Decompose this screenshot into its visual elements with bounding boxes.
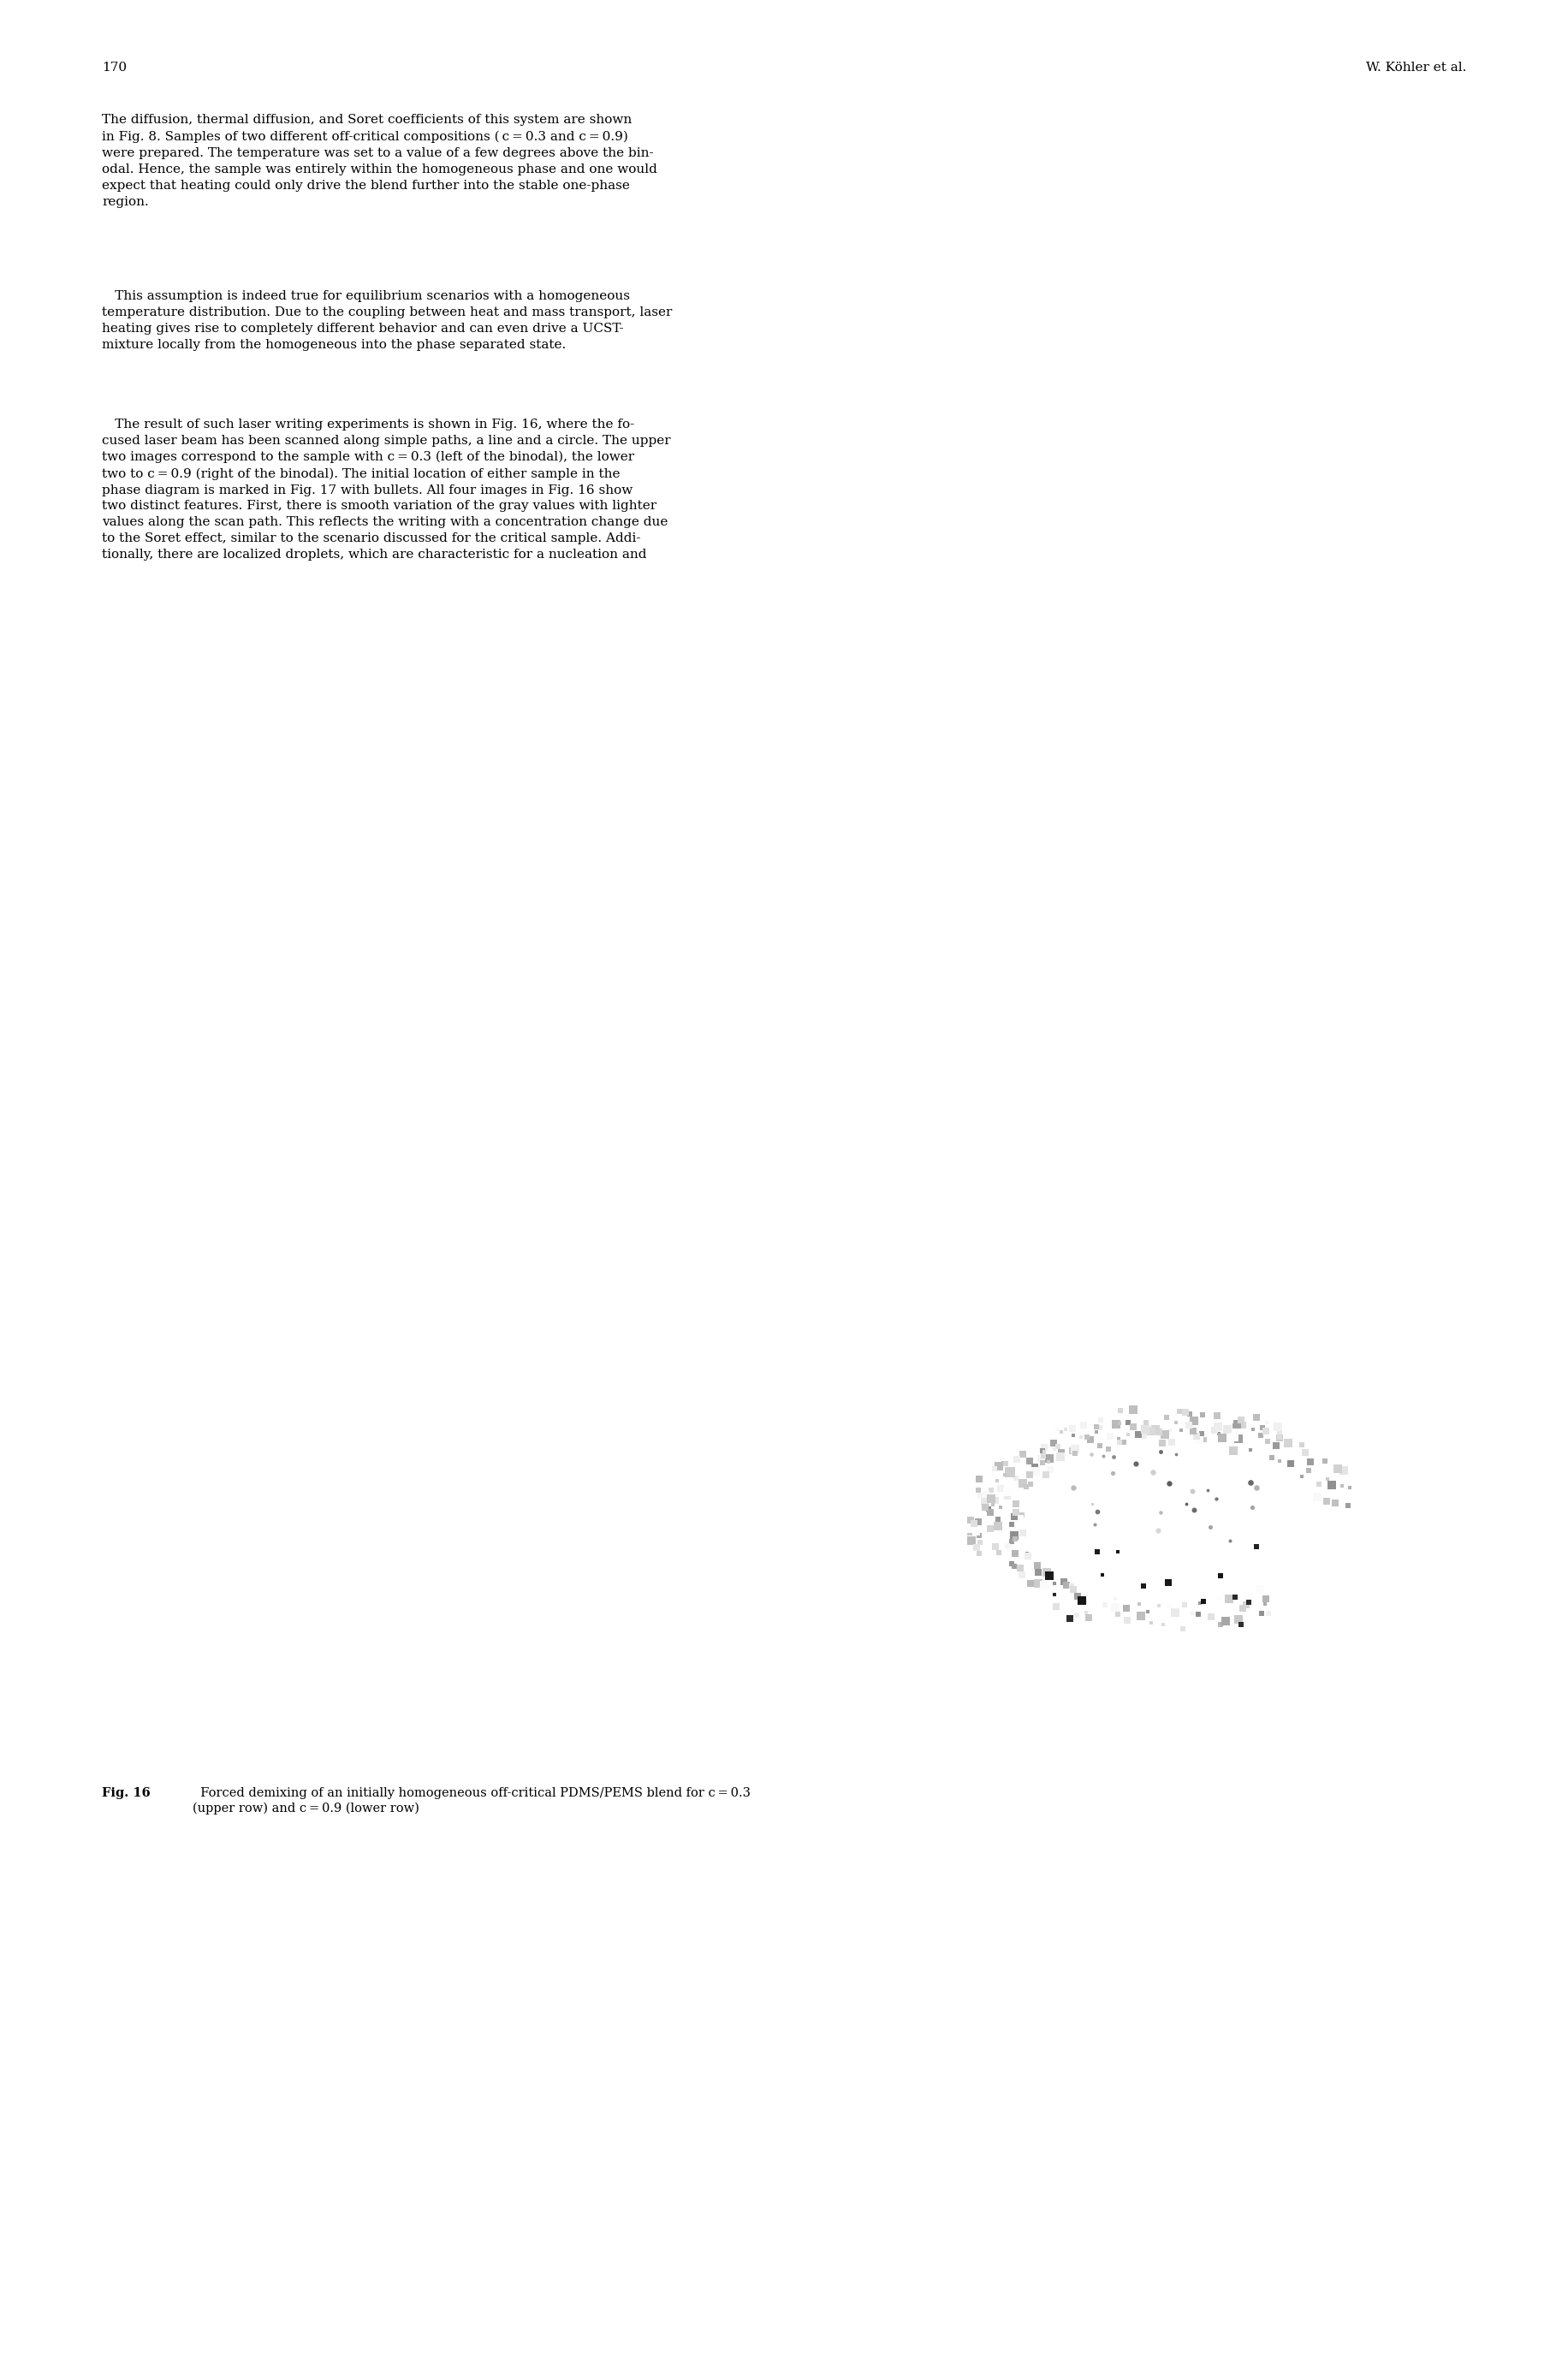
Text: The result of such laser writing experiments is shown in Fig. 16, where the fo-
: The result of such laser writing experim… [102,418,671,561]
Text: The diffusion, thermal diffusion, and Soret coefficients of this system are show: The diffusion, thermal diffusion, and So… [102,114,657,207]
Text: Fig. 16: Fig. 16 [102,1787,151,1799]
Text: W. Köhler et al.: W. Köhler et al. [1366,62,1466,74]
Text: 70 μm: 70 μm [977,1236,1025,1250]
Text: 70 μm: 70 μm [292,1675,340,1692]
Text: This assumption is indeed true for equilibrium scenarios with a homogeneous
temp: This assumption is indeed true for equil… [102,290,673,352]
Text: c(PDMS)=0.3g/g: c(PDMS)=0.3g/g [122,924,259,939]
Text: 70 μ m: 70 μ m [974,1725,1029,1739]
Text: 170: 170 [102,62,127,74]
Text: 140 μm: 140 μm [287,1236,345,1250]
Text: Forced demixing of an initially homogeneous off-critical PDMS/PEMS blend for c =: Forced demixing of an initially homogene… [193,1787,751,1815]
Text: c(PDMS)=0.9g/g: c(PDMS)=0.9g/g [122,1361,259,1376]
